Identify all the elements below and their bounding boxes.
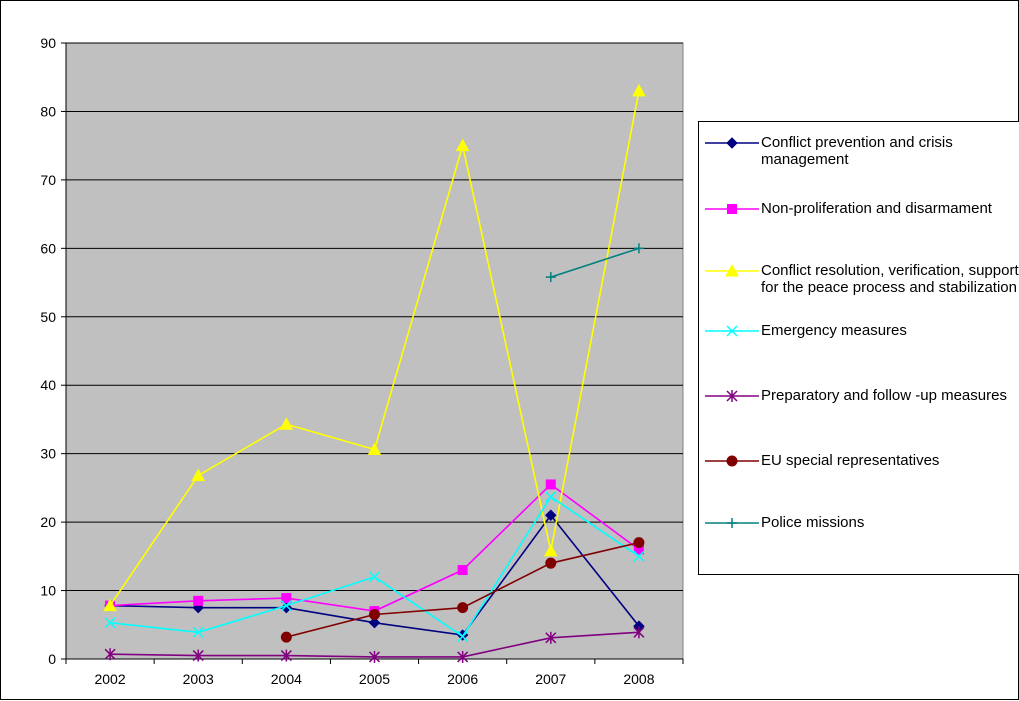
data-point [633, 537, 645, 549]
data-point [192, 626, 204, 638]
y-tick-label: 50 [40, 309, 56, 325]
data-point [545, 631, 557, 644]
data-point [104, 648, 116, 661]
legend-swatch [705, 263, 759, 277]
legend-marker [725, 263, 739, 277]
legend-marker [727, 518, 737, 528]
data-point [633, 550, 645, 562]
y-tick-label: 80 [40, 103, 56, 119]
data-point [369, 609, 380, 621]
legend-swatch [705, 325, 759, 337]
data-point [543, 543, 558, 557]
legend-label: Emergency measures [761, 322, 907, 339]
data-point [632, 83, 646, 97]
data-point [457, 630, 469, 642]
data-point [545, 509, 557, 521]
legend-marker [726, 390, 738, 402]
data-point [368, 617, 381, 629]
data-point [280, 600, 292, 612]
x-tick-label: 2008 [623, 671, 654, 687]
x-tick-label: 2003 [183, 671, 214, 687]
legend-marker [726, 137, 738, 149]
legend-marker [726, 325, 738, 337]
data-point [280, 649, 292, 662]
y-tick-label: 70 [40, 172, 56, 188]
y-tick-label: 90 [40, 35, 56, 51]
y-tick-label: 20 [40, 514, 56, 530]
legend-label: Police missions [761, 514, 865, 531]
x-axis-ticks: 2002 2003 2004 2005 2006 2007 2008 [65, 659, 684, 687]
legend-marker [726, 455, 738, 467]
series-line [550, 247, 640, 278]
x-tick-label: 2006 [447, 671, 478, 687]
data-point [368, 571, 381, 583]
legend-swatch [705, 204, 759, 214]
series-4 [104, 626, 645, 663]
data-point [281, 593, 292, 604]
data-point [368, 650, 381, 663]
legend-swatch [705, 390, 759, 402]
data-point [545, 557, 557, 569]
series-2 [103, 83, 646, 612]
data-point [367, 442, 382, 456]
series-layer [103, 83, 646, 663]
data-point [457, 565, 468, 576]
legend-label: Non-proliferation and disarmament [761, 200, 992, 217]
x-tick-label: 2002 [94, 671, 125, 687]
data-point [545, 491, 557, 503]
x-tick-label: 2004 [271, 671, 302, 687]
y-tick-label: 40 [40, 377, 56, 393]
data-point [103, 598, 117, 612]
y-axis-ticks: 0 10 20 30 40 50 60 70 80 90 [40, 35, 66, 667]
legend-label: EU special representatives [761, 452, 940, 469]
legend-label: Conflict resolution, verification, suppo… [761, 262, 1019, 296]
series-5 [280, 537, 645, 643]
x-tick-label: 2005 [359, 671, 390, 687]
data-point [633, 243, 644, 254]
y-tick-label: 0 [48, 651, 56, 667]
y-tick-label: 60 [40, 240, 56, 256]
data-point [457, 650, 469, 663]
legend: Conflict prevention and crisis managemen… [698, 121, 1019, 575]
y-tick-label: 30 [40, 446, 56, 462]
data-point [279, 417, 294, 430]
plot-area [65, 42, 684, 660]
data-point [545, 479, 556, 490]
legend-swatch [705, 455, 759, 467]
data-point [457, 602, 469, 614]
data-point [455, 138, 470, 152]
data-point [633, 626, 645, 639]
series-3 [104, 491, 645, 642]
data-point [545, 272, 556, 283]
gridlines [66, 42, 683, 592]
legend-label: Conflict prevention and crisis managemen… [761, 134, 953, 168]
data-point [191, 468, 206, 482]
legend-marker [727, 204, 737, 214]
legend-swatch [705, 137, 759, 149]
y-tick-label: 10 [40, 583, 56, 599]
data-point [192, 649, 204, 662]
legend-label: Preparatory and follow -up measures [761, 387, 1007, 404]
data-point [280, 631, 292, 643]
x-tick-label: 2007 [535, 671, 566, 687]
data-point [193, 595, 204, 606]
legend-swatch [705, 518, 759, 528]
series-6 [545, 243, 644, 283]
data-point [104, 617, 116, 629]
